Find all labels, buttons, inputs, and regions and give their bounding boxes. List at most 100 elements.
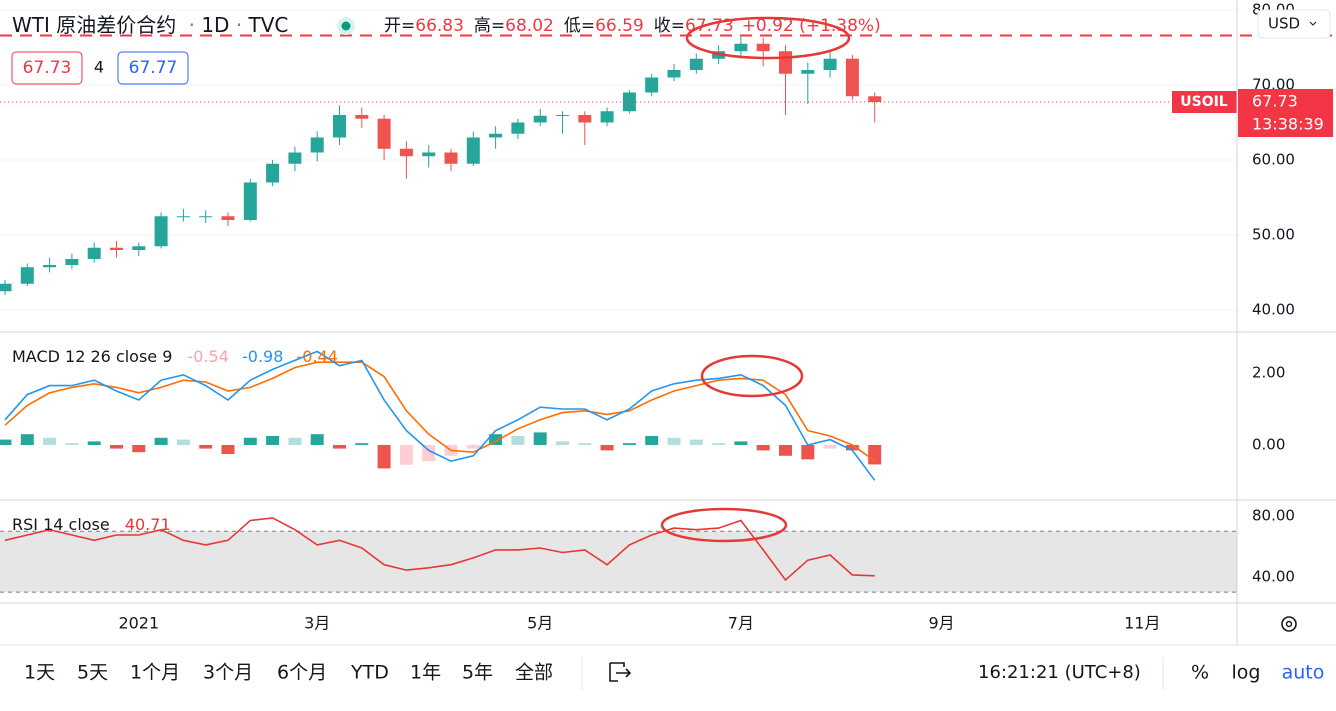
candle-body bbox=[600, 111, 614, 123]
ohlc-label: 收 bbox=[654, 16, 671, 36]
y-tick-label: 40.00 bbox=[1252, 567, 1295, 585]
ohlc-legend: 开=66.83 高=68.02 低=66.59 收=67.73 +0.92 (+1.38… bbox=[384, 16, 881, 36]
histogram-bar bbox=[511, 435, 525, 445]
candle-body bbox=[110, 247, 123, 250]
candle-body bbox=[355, 114, 369, 119]
candle-body bbox=[734, 43, 748, 52]
annotation-ellipse bbox=[660, 507, 788, 543]
ohlc-eq: = bbox=[671, 16, 685, 36]
rsi-title: RSI 14 close bbox=[12, 515, 110, 534]
symbol-badge-label: USOIL bbox=[1180, 94, 1228, 110]
candle-body bbox=[444, 152, 458, 164]
candle-body bbox=[0, 283, 12, 292]
x-tick-label: 5月 bbox=[527, 614, 553, 633]
histogram-bar bbox=[779, 444, 792, 456]
y-tick-label: 50.00 bbox=[1252, 225, 1295, 243]
settings-icon[interactable] bbox=[1281, 616, 1297, 632]
candle-body bbox=[243, 182, 257, 220]
ohlc-value: 66.59 bbox=[595, 16, 644, 36]
clock[interactable]: 16:21:21 (UTC+8) bbox=[978, 662, 1141, 683]
candle-body bbox=[333, 114, 346, 138]
histogram-bar bbox=[756, 444, 770, 451]
histogram-bar bbox=[422, 444, 436, 462]
candle-body bbox=[132, 246, 146, 250]
histogram-bar bbox=[466, 444, 480, 449]
rsi-legend: RSI 14 close 40.71 bbox=[12, 515, 171, 534]
candle-body bbox=[622, 92, 636, 112]
last-price-label: 67.73 bbox=[1252, 92, 1298, 111]
histogram-bar bbox=[377, 444, 391, 469]
range-button[interactable]: 1年 bbox=[410, 662, 441, 684]
histogram-bar bbox=[689, 439, 703, 445]
range-button[interactable]: 1个月 bbox=[130, 662, 180, 684]
histogram-bar bbox=[87, 441, 101, 445]
auto-toggle[interactable]: auto bbox=[1282, 662, 1325, 684]
histogram-bar bbox=[556, 441, 569, 445]
macd-legend: MACD 12 26 close 9 -0.54 -0.98 -0.44 bbox=[12, 347, 338, 366]
candle-body bbox=[489, 133, 503, 138]
y-tick-label: 70.00 bbox=[1252, 75, 1295, 93]
range-button[interactable]: 全部 bbox=[515, 662, 553, 684]
rsi-band bbox=[0, 531, 1237, 593]
settings-icon-center bbox=[1285, 620, 1293, 628]
candle-body bbox=[422, 152, 436, 157]
candle-body bbox=[266, 163, 280, 183]
ohlc-label: 高 bbox=[474, 16, 491, 36]
bid-box[interactable] bbox=[11, 51, 83, 85]
histogram-bar bbox=[176, 439, 190, 445]
histogram-bar bbox=[489, 434, 503, 445]
histogram-bar bbox=[734, 441, 748, 445]
range-button[interactable]: 6个月 bbox=[277, 662, 327, 684]
symbol: WTI 原油差价合约 bbox=[12, 13, 176, 37]
histogram-bar bbox=[868, 444, 882, 465]
histogram-bar bbox=[199, 444, 213, 449]
candle-body bbox=[645, 77, 659, 93]
candle-body bbox=[288, 152, 302, 164]
ohlc-value: 66.83 bbox=[415, 16, 464, 36]
ohlc-eq: = bbox=[491, 16, 505, 36]
ohlc-eq: = bbox=[401, 16, 415, 36]
histogram-bar bbox=[645, 435, 659, 445]
x-tick-label: 3月 bbox=[304, 614, 330, 633]
ask-box[interactable] bbox=[117, 51, 189, 85]
histogram-bar bbox=[622, 443, 636, 445]
y-tick-label: 40.00 bbox=[1252, 300, 1295, 318]
histogram-bar bbox=[20, 434, 34, 445]
candle-body bbox=[310, 137, 324, 153]
range-button[interactable]: 1天 bbox=[24, 662, 55, 684]
log-toggle[interactable]: log bbox=[1232, 662, 1261, 684]
range-button[interactable]: 3个月 bbox=[203, 662, 253, 684]
range-button[interactable]: YTD bbox=[350, 662, 389, 684]
candle-body bbox=[43, 264, 57, 268]
histogram-bar bbox=[221, 444, 235, 454]
range-button[interactable]: 5年 bbox=[462, 662, 493, 684]
countdown: 13:38:39 bbox=[1252, 115, 1324, 134]
candle-body bbox=[578, 114, 592, 123]
candle-body bbox=[868, 96, 882, 103]
y-tick-label: 0.00 bbox=[1252, 435, 1285, 453]
dropdown-icon bbox=[1309, 21, 1317, 26]
histogram-bar bbox=[355, 443, 369, 445]
symbol-header: WTI 原油差价合约 · 1D · TVC bbox=[12, 13, 288, 37]
currency-selector[interactable] bbox=[1257, 9, 1331, 39]
histogram-bar bbox=[399, 444, 413, 465]
rsi-value: 40.71 bbox=[125, 515, 171, 534]
percent-toggle[interactable]: % bbox=[1191, 662, 1209, 684]
histogram-bar bbox=[243, 437, 257, 445]
interval: 1D bbox=[201, 13, 229, 37]
histogram-bar bbox=[333, 444, 346, 449]
candle-body bbox=[823, 58, 837, 70]
histogram-bar bbox=[65, 443, 79, 445]
range-button[interactable]: 5天 bbox=[77, 662, 108, 684]
rsi-line bbox=[4, 517, 875, 582]
candle-body bbox=[845, 58, 859, 97]
x-tick-label: 7月 bbox=[728, 614, 754, 633]
candle-body bbox=[399, 148, 413, 157]
candle-body bbox=[756, 43, 770, 52]
compare-icon[interactable] bbox=[609, 662, 632, 682]
candle-body bbox=[65, 258, 79, 265]
y-tick-label: 2.00 bbox=[1252, 363, 1285, 381]
candle-body bbox=[20, 267, 34, 284]
candle-body bbox=[199, 216, 213, 218]
